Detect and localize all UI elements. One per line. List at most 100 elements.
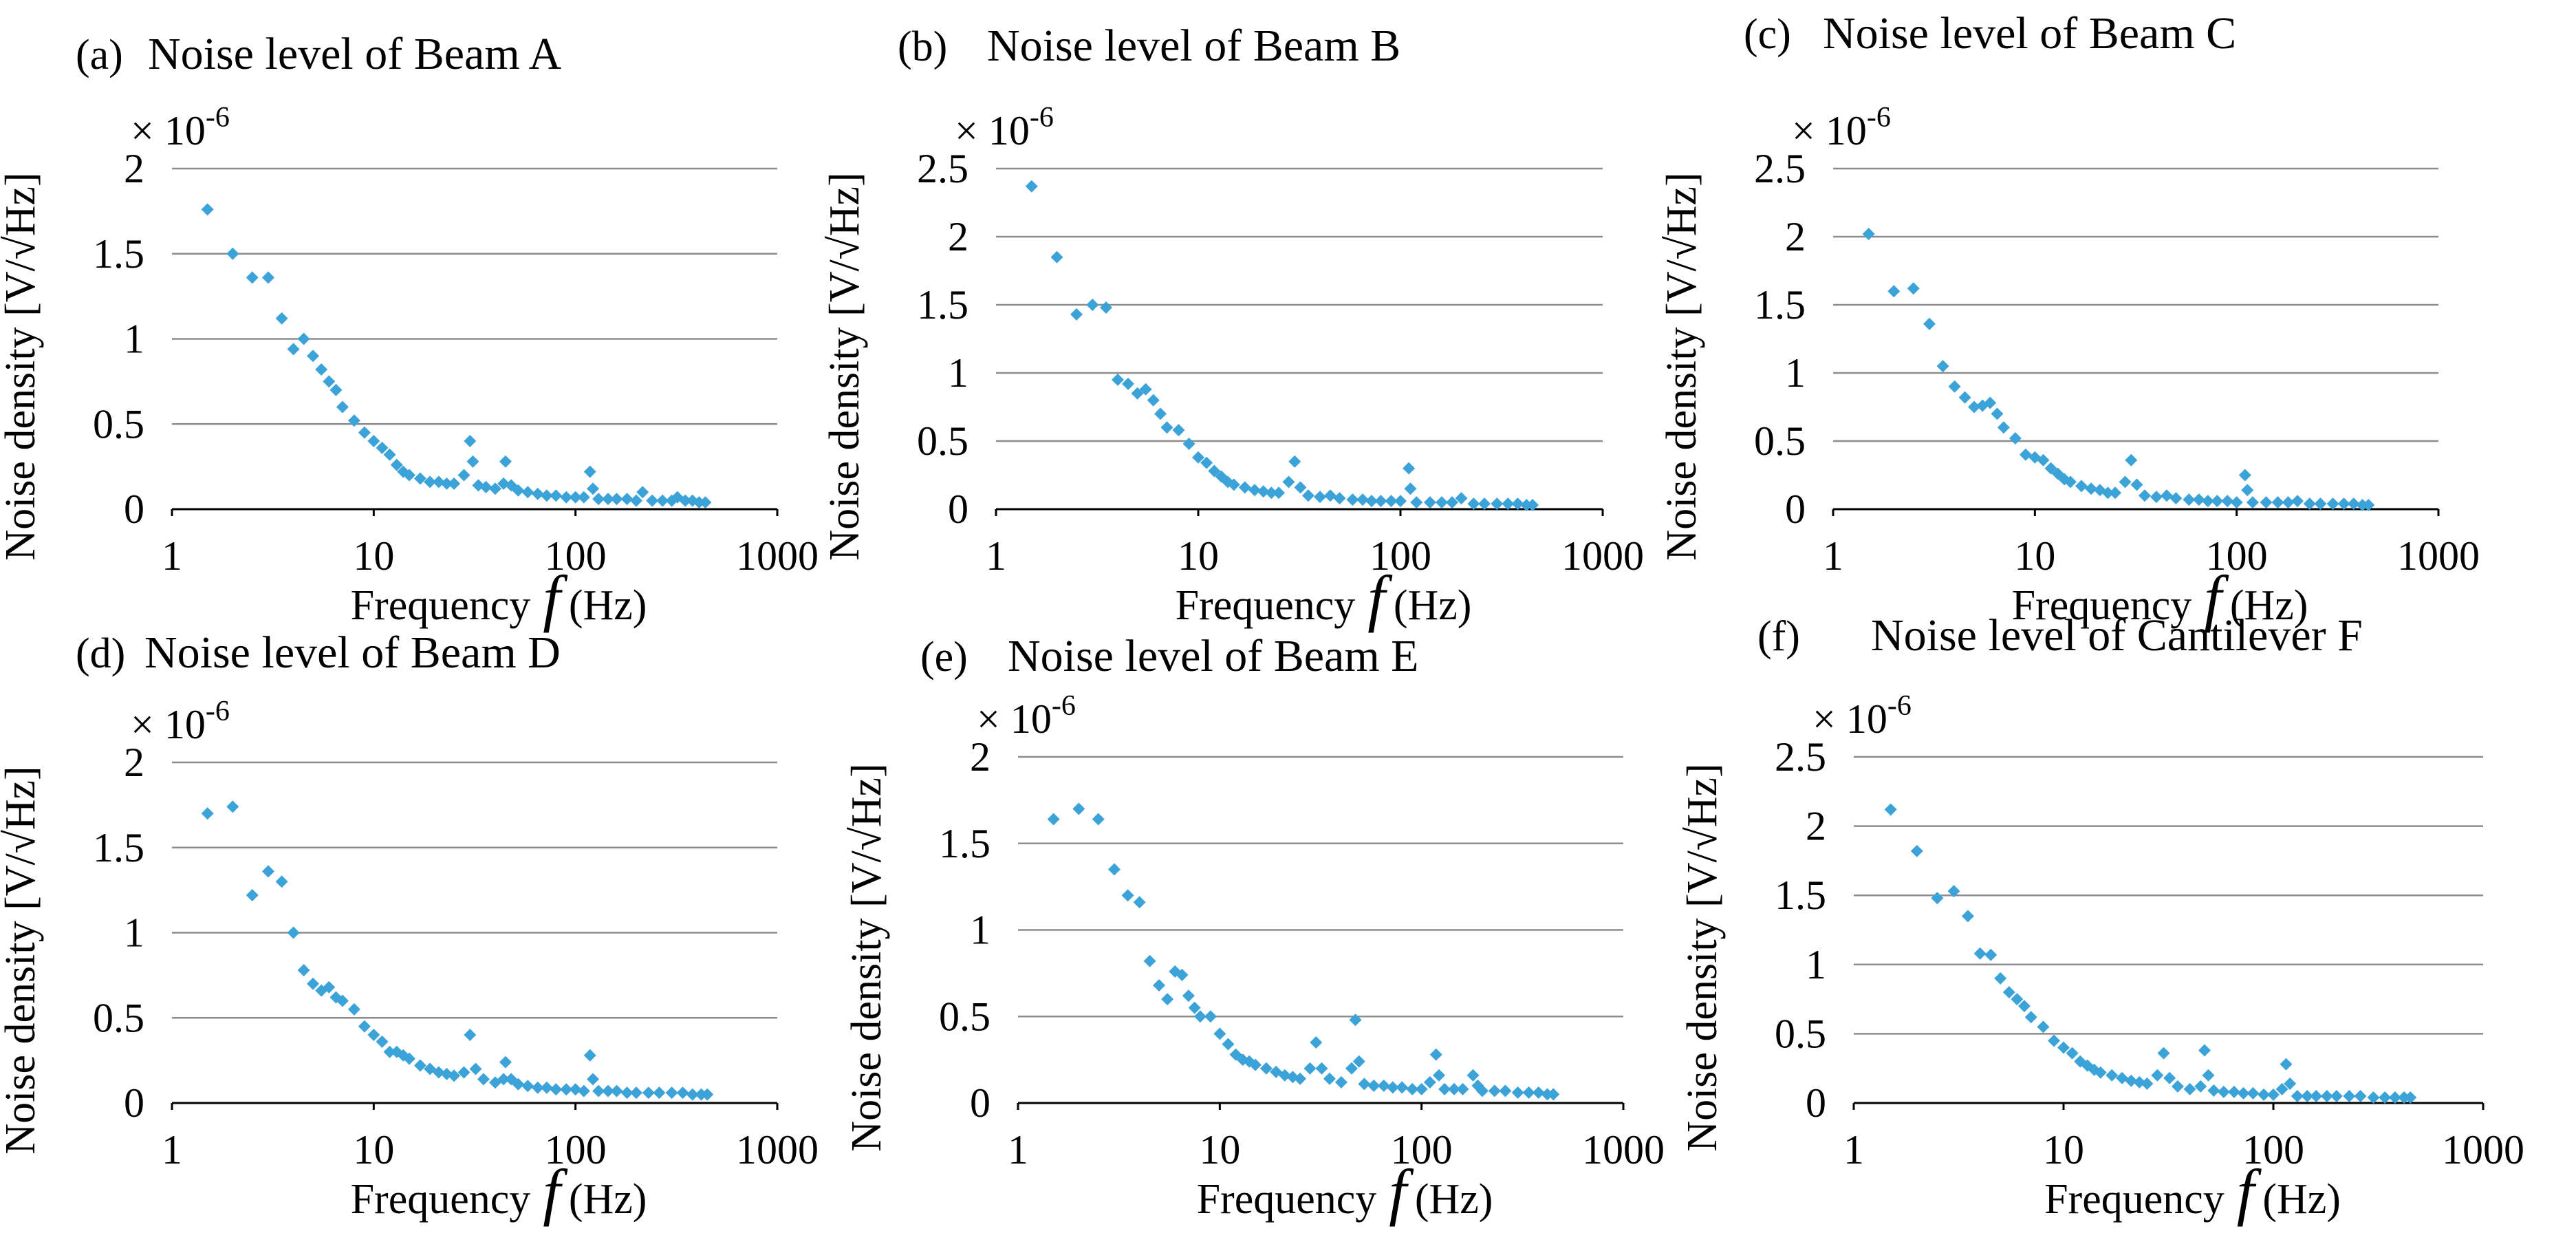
data-point <box>1478 497 1491 511</box>
x-tick-label: 100 <box>2242 1127 2304 1172</box>
y-tick-label: 1 <box>124 910 144 956</box>
data-point <box>1455 492 1468 505</box>
x-tick-label: 1 <box>162 1127 182 1172</box>
data-point <box>358 1020 371 1033</box>
data-point <box>2009 432 2022 445</box>
data-point <box>2260 496 2273 509</box>
data-point <box>1396 1081 1409 1094</box>
y-tick-label: 1.5 <box>1775 872 1826 918</box>
data-point <box>2284 1077 2297 1090</box>
data-point <box>531 487 544 500</box>
data-point <box>2037 1020 2050 1034</box>
data-point <box>602 1084 615 1097</box>
data-point <box>2150 491 2163 504</box>
data-point <box>2125 1074 2138 1087</box>
y-tick-label: 1 <box>1785 350 1806 396</box>
data-point <box>2347 497 2360 511</box>
data-point <box>2207 1084 2220 1097</box>
y-tick-label: 2 <box>1785 214 1806 259</box>
x-tick-label: 100 <box>545 533 607 579</box>
x-tick-label: 1000 <box>2442 1127 2524 1172</box>
y-axis-label: Noise density [V/√Hz] <box>1679 763 1726 1151</box>
data-point <box>2227 1085 2240 1098</box>
chart-title: Noise level of Beam E <box>1008 631 1418 681</box>
data-point <box>1160 421 1173 434</box>
y-tick-label: 0 <box>1806 1080 1826 1126</box>
data-point <box>479 480 493 493</box>
data-point <box>2133 1075 2146 1089</box>
data-point <box>2217 1085 2230 1098</box>
data-point <box>610 493 623 506</box>
data-point <box>1910 844 1923 857</box>
x-axis-unit: (Hz) <box>569 1176 647 1223</box>
data-point <box>629 494 642 507</box>
data-point <box>2367 1091 2380 1104</box>
x-tick-label: 100 <box>2206 533 2268 579</box>
data-point <box>1204 1010 1217 1023</box>
chart-panel-d: (d) Noise level of Beam D 0 0.5 1 1.5 2 1 10 100 1… <box>0 628 819 1227</box>
data-point <box>2291 495 2304 508</box>
scale-factor: × 10-6 <box>1812 690 1912 742</box>
x-tick-label: 10 <box>353 1127 394 1172</box>
data-point <box>1511 1086 1524 1099</box>
data-point <box>1448 1082 1461 1095</box>
data-point <box>586 482 599 495</box>
x-axis-label-text: Frequency <box>2044 1176 2225 1223</box>
data-point <box>1404 482 1417 495</box>
data-point <box>636 486 649 499</box>
scale-base: × 10 <box>955 108 1030 153</box>
data-point <box>413 472 426 485</box>
x-tick-label: 1000 <box>1561 533 1644 579</box>
data-point <box>1958 391 1971 404</box>
scale-base: × 10 <box>131 702 206 747</box>
data-point <box>1367 1079 1381 1092</box>
data-point <box>413 1059 426 1072</box>
data-point <box>1415 1082 1428 1095</box>
data-point <box>1475 1084 1489 1097</box>
data-point <box>1047 813 1060 826</box>
data-point <box>1499 1084 1512 1097</box>
data-point <box>1323 1072 1336 1085</box>
data-point <box>2048 1034 2061 1047</box>
data-point <box>1526 499 1539 512</box>
data-point <box>246 889 259 902</box>
x-axis-label-text: Frequency <box>1176 582 1356 629</box>
chart-title: Noise level of Beam B <box>987 21 1400 71</box>
data-point <box>1208 464 1221 478</box>
data-point <box>376 1035 389 1048</box>
data-point <box>2169 492 2183 505</box>
data-point <box>1446 496 1459 509</box>
data-point <box>1346 493 1359 506</box>
x-tick-label: 100 <box>545 1127 607 1172</box>
y-axis-label: Noise density [V/√Hz] <box>821 172 868 560</box>
x-tick-label: 1 <box>1823 533 1843 579</box>
y-tick-label: 2.5 <box>1754 146 1806 191</box>
data-point <box>1248 484 1261 497</box>
data-point <box>1072 802 1085 815</box>
x-tick-label: 10 <box>2014 533 2055 579</box>
data-point <box>2141 1077 2154 1090</box>
data-point <box>701 1088 714 1101</box>
data-point <box>275 312 288 325</box>
data-point <box>2057 1041 2070 1054</box>
scale-base: × 10 <box>977 696 1052 742</box>
scale-factor: × 10-6 <box>1792 102 1891 153</box>
data-point <box>390 458 403 471</box>
data-point <box>1429 1048 1442 1061</box>
data-point <box>1466 1069 1480 1082</box>
data-point <box>646 494 659 507</box>
data-point <box>2075 480 2088 493</box>
data-point <box>297 963 310 976</box>
data-point <box>1282 475 1295 489</box>
data-point <box>2379 1091 2392 1104</box>
data-point <box>1356 493 1369 506</box>
data-point <box>1333 492 1346 505</box>
scale-factor: × 10-6 <box>131 102 230 153</box>
data-point <box>2237 1086 2250 1100</box>
data-point <box>1161 993 1174 1006</box>
y-tick-label: 0 <box>970 1080 991 1126</box>
data-point <box>261 271 274 284</box>
data-point <box>323 981 336 994</box>
data-point <box>2238 469 2251 482</box>
data-point <box>2301 1089 2314 1102</box>
